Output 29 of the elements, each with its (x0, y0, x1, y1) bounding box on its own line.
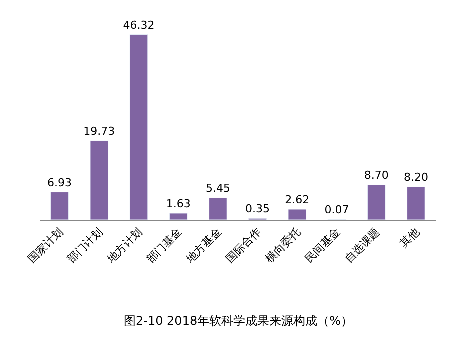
bar (288, 209, 307, 220)
data-label: 0.07 (324, 204, 350, 217)
data-label: 19.73 (84, 125, 116, 138)
bar (50, 192, 69, 220)
data-label: 8.20 (404, 171, 428, 184)
bar (367, 184, 386, 220)
data-label: 8.70 (364, 169, 389, 182)
x-tick-label: 国家计划 (26, 226, 66, 266)
bar (90, 140, 109, 220)
data-label: 1.63 (166, 197, 191, 210)
data-label: 5.45 (206, 182, 230, 196)
data-label: 2.62 (285, 194, 310, 207)
x-tick-label: 国际合作 (224, 226, 264, 266)
text: 图2-10 2018年软科学成果来源构成（%） (124, 314, 353, 328)
x-tick-label: 部门基金 (144, 226, 185, 266)
x-tick-label: 横向委托 (263, 226, 304, 266)
data-label: 0.35 (246, 202, 270, 216)
x-tick-label: 地方计划 (104, 226, 146, 267)
data-label: 46.32 (123, 18, 155, 32)
data-label: 6.93 (48, 176, 72, 190)
x-tick-label: 自选课题 (342, 226, 383, 266)
bar (407, 186, 426, 220)
bar (169, 213, 188, 220)
x-tick-label: 其他 (397, 226, 422, 250)
x-tick-label: 部门计划 (65, 226, 106, 266)
x-tick-label: 民间基金 (302, 226, 344, 266)
bar (130, 34, 148, 220)
bar (209, 198, 228, 220)
x-tick-label: 地方基金 (183, 226, 224, 267)
